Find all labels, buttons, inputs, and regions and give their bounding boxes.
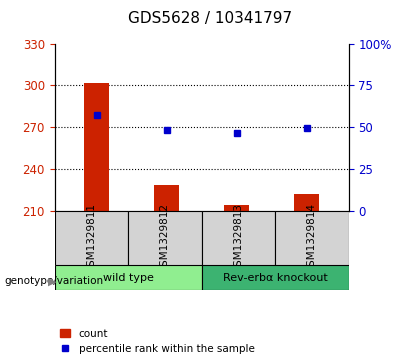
Text: GDS5628 / 10341797: GDS5628 / 10341797 — [128, 11, 292, 26]
Bar — [294, 194, 319, 211]
Text: genotype/variation: genotype/variation — [4, 276, 103, 286]
FancyBboxPatch shape — [275, 211, 349, 265]
FancyBboxPatch shape — [202, 265, 349, 290]
Text: wild type: wild type — [102, 273, 154, 283]
FancyBboxPatch shape — [128, 211, 202, 265]
Bar — [84, 82, 109, 211]
Text: Rev-erbα knockout: Rev-erbα knockout — [223, 273, 328, 283]
Bar — [154, 185, 179, 211]
Text: GSM1329813: GSM1329813 — [234, 203, 243, 273]
Bar — [224, 205, 249, 211]
Text: GSM1329812: GSM1329812 — [160, 203, 170, 273]
Legend: count, percentile rank within the sample: count, percentile rank within the sample — [60, 329, 255, 354]
Text: GSM1329811: GSM1329811 — [87, 203, 96, 273]
FancyBboxPatch shape — [55, 211, 128, 265]
Text: ▶: ▶ — [48, 276, 57, 286]
FancyBboxPatch shape — [202, 211, 275, 265]
Text: GSM1329814: GSM1329814 — [307, 203, 317, 273]
FancyBboxPatch shape — [55, 265, 202, 290]
